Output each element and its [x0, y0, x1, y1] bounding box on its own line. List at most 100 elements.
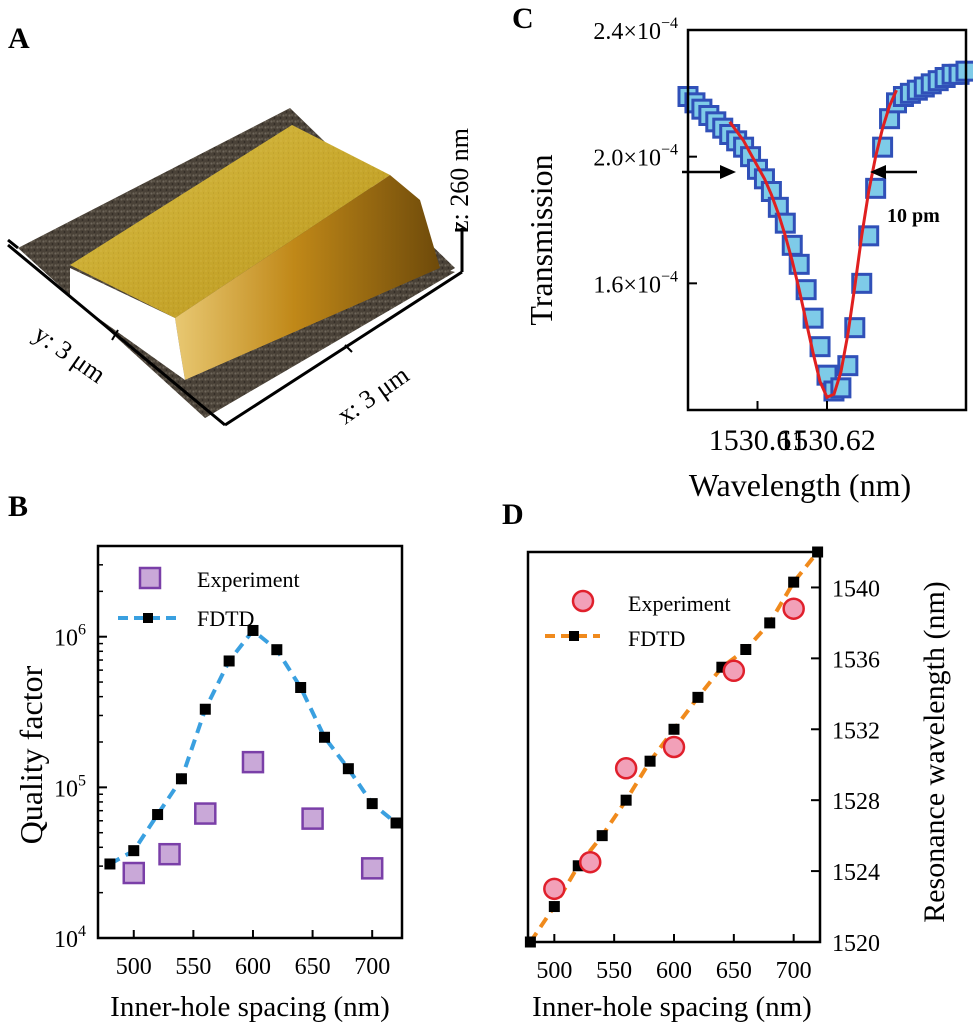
panel-c: C 1.6×10−4 2.0×10−4 2.4×10−4 1530.611530.6… [512, 2, 973, 503]
x-tick-label-d: 600 [656, 958, 692, 984]
experiment-point-d [782, 597, 805, 620]
panel-a: A y: 3 μm x: 3 μm z: 260 nm [7, 22, 474, 430]
experiment-point-d [578, 850, 602, 874]
x-tick-label-c: 1530.62 [778, 424, 876, 457]
legend-experiment-marker-d [571, 589, 595, 613]
fit-curve-c [728, 89, 898, 400]
fdtd-point-d [692, 691, 704, 703]
experiment-point-b [301, 807, 324, 830]
b-experiment-marker-group [122, 750, 384, 885]
y-tick-label-c: 1.6×10−4 [593, 268, 678, 298]
y-axis-label-c: Transmission [523, 154, 559, 325]
panel-b: B 500 550 600 650 700 104 105 106 Experiment F… [8, 490, 404, 1023]
panel-label-b: B [8, 490, 28, 523]
x-tick-label-c: 1530.61 [709, 424, 807, 457]
x-tick-label-d: 550 [596, 958, 632, 984]
fdtd-point-b [390, 817, 402, 829]
measured-point-c [858, 225, 880, 247]
experiment-point-d [614, 757, 638, 780]
legend-fdtd-label-d: FDTD [628, 626, 685, 651]
substrate-front [185, 268, 455, 418]
fdtd-point-d [644, 755, 656, 767]
fdtd-point-d [572, 860, 584, 872]
experiment-point-b [158, 842, 181, 866]
panel-a-ticks [111, 329, 353, 353]
legend-fdtd-label-b: FDTD [197, 606, 254, 631]
fdtd-point-d [764, 617, 776, 629]
legend-experiment-label-b: Experiment [197, 567, 300, 592]
x-tick-label-b: 700 [354, 954, 390, 980]
experiment-point-b [122, 861, 146, 885]
legend-experiment-marker-b [138, 566, 162, 590]
fdtd-point-b [319, 731, 331, 743]
x-tick-label-d: 700 [776, 958, 812, 984]
panel-d: D 500 550 600 650 700 1520152415281532153615… [502, 498, 951, 1023]
y-tick-label-c: 2.0×10−4 [593, 142, 678, 172]
x-axis-label-d: Inner-hole spacing (nm) [532, 991, 812, 1023]
y-ticks-c: 1.6×10−4 2.0×10−4 2.4×10−4 [593, 15, 697, 298]
experiment-point-d [662, 735, 686, 759]
y-ticks-b: 104 105 106 [54, 564, 107, 953]
c-marker-group [677, 60, 973, 402]
fdtd-point-b [104, 858, 116, 870]
x-tick-label-d: 650 [716, 958, 752, 984]
y-tick-label-b: 104 [54, 923, 86, 953]
x-tick-label-d: 500 [536, 958, 572, 984]
x-tick-label-b: 600 [235, 954, 271, 980]
fdtd-point-d [740, 644, 752, 655]
legend-d: Experiment FDTD [545, 589, 731, 651]
y-axis-label-d: Resonance wavelength (nm) [918, 581, 951, 923]
x-tick-label-b: 550 [175, 954, 211, 980]
annotation-10pm: 10 pm [887, 205, 940, 227]
c-fit-group [728, 89, 898, 400]
d-experiment-marker-group [543, 597, 805, 901]
legend-experiment-label-d: Experiment [628, 591, 731, 616]
fdtd-point-b [247, 624, 259, 636]
legend-b: Experiment FDTD [118, 566, 300, 631]
x-axis-label-b: Inner-hole spacing (nm) [110, 991, 390, 1023]
experiment-point-d [722, 659, 746, 683]
legend-fdtd-marker-d [569, 631, 579, 641]
fdtd-point-d [668, 723, 680, 735]
fdtd-point-d [716, 661, 728, 673]
fdtd-point-b [199, 703, 211, 715]
x-axis-label-c: Wavelength (nm) [689, 467, 911, 503]
y-tick-label-d: 1520 [832, 931, 880, 957]
experiment-point-d [543, 877, 566, 901]
panel-a-axes [7, 228, 468, 427]
fdtd-point-b [175, 773, 187, 785]
z-axis-label-a: z: 260 nm [445, 128, 474, 232]
fdtd-point-b [295, 682, 307, 694]
experiment-point-b [360, 857, 384, 880]
fdtd-point-d [788, 576, 800, 588]
legend-fdtd-marker-b [143, 613, 153, 623]
y-axis-label-a: y: 3 μm [29, 319, 111, 389]
y-tick-label-d: 1536 [832, 647, 880, 673]
y-tick-label-d: 1528 [832, 789, 880, 815]
b-fdtd-marker-group [104, 624, 402, 870]
fdtd-point-b [152, 809, 164, 821]
y-ticks-d: 1520 1524 1528 1532 1536 1540 [811, 576, 880, 957]
fdtd-point-b [271, 644, 283, 656]
panel-label-a: A [8, 22, 30, 55]
fdtd-point-b [342, 763, 354, 775]
fwhm-left-arrowhead-icon [720, 165, 736, 179]
panel-label-d: D [502, 498, 524, 531]
fdtd-point-d [596, 830, 608, 842]
panel-label-c: C [512, 2, 534, 35]
experiment-point-b [241, 750, 265, 774]
waveguide-texture [70, 125, 390, 318]
x-ticks-b: 500 550 600 650 700 [116, 930, 390, 980]
x-axis-label-a: x: 3 μm [332, 360, 414, 430]
experiment-point-b [194, 802, 217, 825]
b-fdtd-line-group [108, 627, 398, 866]
fwhm-right-arrowhead-icon [870, 165, 886, 179]
x-ticks-d: 500 550 600 650 700 [536, 934, 812, 984]
y-tick-label-b: 105 [54, 772, 86, 802]
fdtd-point-b [366, 798, 378, 810]
waveguide-front-face [70, 268, 185, 380]
y-tick-label-b: 106 [54, 622, 86, 652]
